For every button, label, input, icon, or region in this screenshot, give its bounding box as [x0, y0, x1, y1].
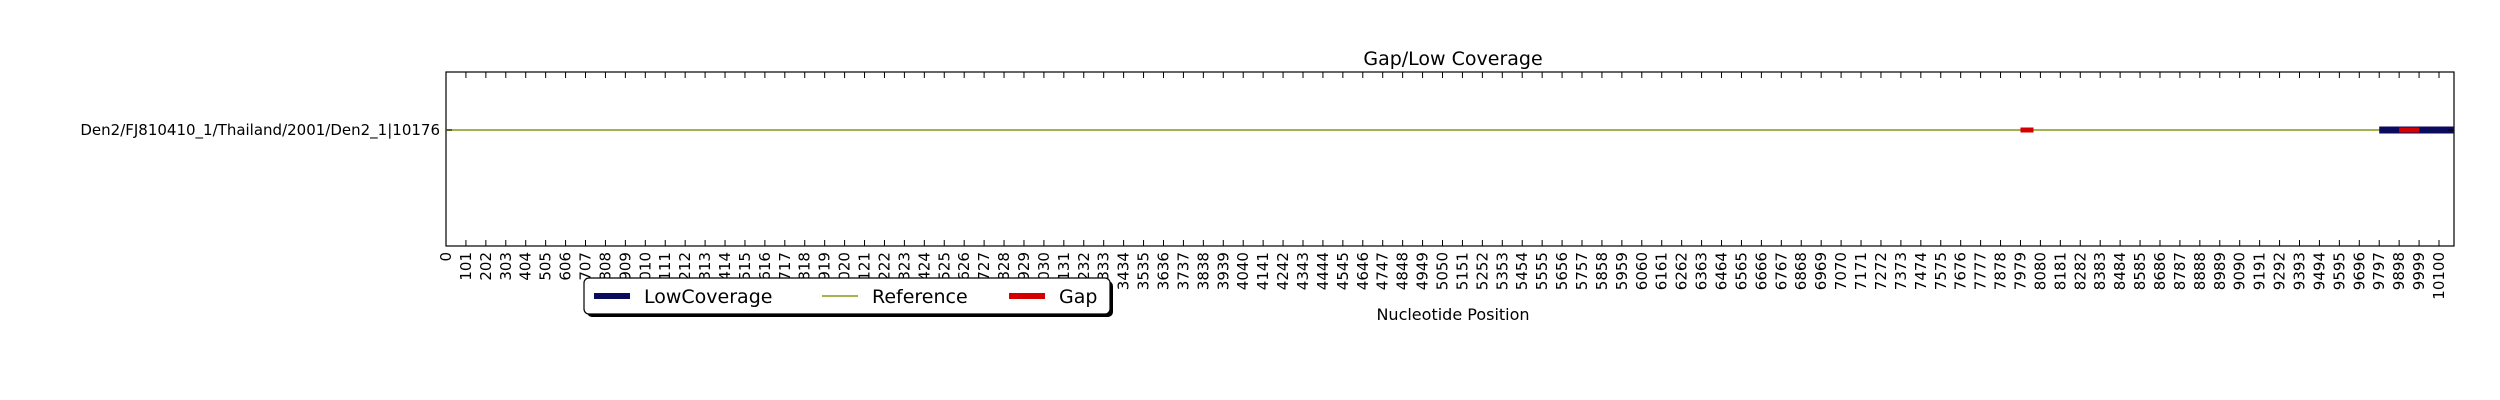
x-tick-label: 707 — [577, 252, 595, 281]
x-tick-label: 8787 — [2171, 252, 2189, 290]
x-tick-label: 5959 — [1613, 252, 1631, 290]
x-tick-label: 9999 — [2410, 252, 2428, 290]
chart-title: Gap/Low Coverage — [1363, 48, 1542, 70]
x-tick-label: 8989 — [2211, 252, 2229, 290]
x-tick-label: 9898 — [2390, 252, 2408, 290]
x-tick-label: 6767 — [1772, 252, 1790, 290]
x-tick-label: 3434 — [1115, 252, 1133, 290]
gap-segment — [2399, 127, 2420, 133]
x-tick-label: 6060 — [1633, 252, 1651, 290]
x-tick-label: 6969 — [1812, 252, 1830, 290]
x-tick-label: 4949 — [1414, 252, 1432, 290]
x-tick-label: 9393 — [2290, 252, 2308, 290]
x-tick-label: 4141 — [1254, 252, 1272, 290]
x-tick-label: 5252 — [1473, 252, 1491, 290]
x-tick-label: 3535 — [1135, 252, 1153, 290]
x-tick-label: 8181 — [2051, 252, 2069, 290]
x-tick-label: 7373 — [1892, 252, 1910, 290]
x-tick-label: 3737 — [1174, 252, 1192, 290]
x-tick-label: 8686 — [2151, 252, 2169, 290]
x-tick-label: 7676 — [1952, 252, 1970, 290]
x-tick-label: 6666 — [1752, 252, 1770, 290]
x-tick-label: 9595 — [2330, 252, 2348, 290]
x-tick-label: 8383 — [2091, 252, 2109, 290]
x-tick-label: 808 — [596, 252, 614, 281]
x-tick-label: 9191 — [2251, 252, 2269, 290]
x-tick-label: 6868 — [1792, 252, 1810, 290]
x-tick-label: 6464 — [1713, 252, 1731, 290]
x-tick-label: 4343 — [1294, 252, 1312, 290]
x-tick-label: 4444 — [1314, 252, 1332, 290]
x-tick-label: 5353 — [1493, 252, 1511, 290]
x-tick-label: 5454 — [1513, 252, 1531, 290]
x-tick-label: 404 — [517, 252, 535, 281]
x-tick-label: 7171 — [1852, 252, 1870, 290]
gap-segment — [2020, 127, 2034, 133]
x-tick-label: 9292 — [2271, 252, 2289, 290]
x-tick-label: 3636 — [1154, 252, 1172, 290]
x-tick-label: 202 — [477, 252, 495, 281]
x-tick-label: 3939 — [1214, 252, 1232, 290]
x-tick-label: 6161 — [1653, 252, 1671, 290]
x-tick-label: 7777 — [1972, 252, 1990, 290]
plot-frame — [445, 71, 2455, 247]
x-tick-label: 303 — [497, 252, 515, 281]
x-tick-label: 8282 — [2071, 252, 2089, 290]
x-tick-label: 0 — [437, 252, 455, 262]
x-tick-label: 7272 — [1872, 252, 1890, 290]
x-tick-label: 8080 — [2031, 252, 2049, 290]
x-tick-label: 505 — [537, 252, 555, 281]
x-axis-ticks: 0 101 202 303 404 505 606 707 808 909 1010 1111 1212… — [437, 72, 2448, 300]
x-tick-label: 4545 — [1334, 252, 1352, 290]
x-tick-label: 4646 — [1354, 252, 1372, 290]
x-tick-label: 6565 — [1732, 252, 1750, 290]
x-tick-label: 5858 — [1593, 252, 1611, 290]
x-tick-label: 4242 — [1274, 252, 1292, 290]
legend: LowCoverage Reference Gap — [583, 277, 1113, 317]
x-tick-label: 9090 — [2231, 252, 2249, 290]
x-tick-label: 909 — [616, 252, 634, 281]
x-tick-label: 6262 — [1673, 252, 1691, 290]
x-tick-label: 10100 — [2430, 252, 2448, 300]
x-tick-label: 5757 — [1573, 252, 1591, 290]
x-tick-label: 9797 — [2370, 252, 2388, 290]
x-tick-label: 4848 — [1394, 252, 1412, 290]
legend-label-reference: Reference — [872, 286, 968, 308]
x-tick-label: 4040 — [1234, 252, 1252, 290]
x-tick-label: 4747 — [1374, 252, 1392, 290]
x-tick-label: 8888 — [2191, 252, 2209, 290]
x-tick-label: 8484 — [2111, 252, 2129, 290]
x-tick-label: 9494 — [2310, 252, 2328, 290]
x-tick-label: 101 — [457, 252, 475, 281]
legend-label-lowcoverage: LowCoverage — [644, 286, 772, 308]
x-tick-label: 8585 — [2131, 252, 2149, 290]
legend-label-gap: Gap — [1059, 286, 1097, 308]
x-tick-label: 9696 — [2350, 252, 2368, 290]
x-tick-label: 606 — [557, 252, 575, 281]
x-tick-label: 6363 — [1693, 252, 1711, 290]
x-tick-label: 7070 — [1832, 252, 1850, 290]
x-tick-label: 3838 — [1194, 252, 1212, 290]
plot-area — [445, 71, 2455, 247]
x-tick-label: 5555 — [1533, 252, 1551, 290]
x-tick-label: 5656 — [1553, 252, 1571, 290]
y-category-label: Den2/FJ810410_1/Thailand/2001/Den2_1|101… — [80, 121, 440, 140]
x-tick-label: 7474 — [1912, 252, 1930, 290]
x-tick-label: 7575 — [1932, 252, 1950, 290]
x-tick-label: 5050 — [1434, 252, 1452, 290]
y-axis-labels: Den2/FJ810410_1/Thailand/2001/Den2_1|101… — [80, 121, 2454, 140]
x-tick-label: 7878 — [1992, 252, 2010, 290]
x-axis-title: Nucleotide Position — [1376, 305, 1529, 324]
x-tick-label: 7979 — [2011, 252, 2029, 290]
x-tick-label: 5151 — [1453, 252, 1471, 290]
